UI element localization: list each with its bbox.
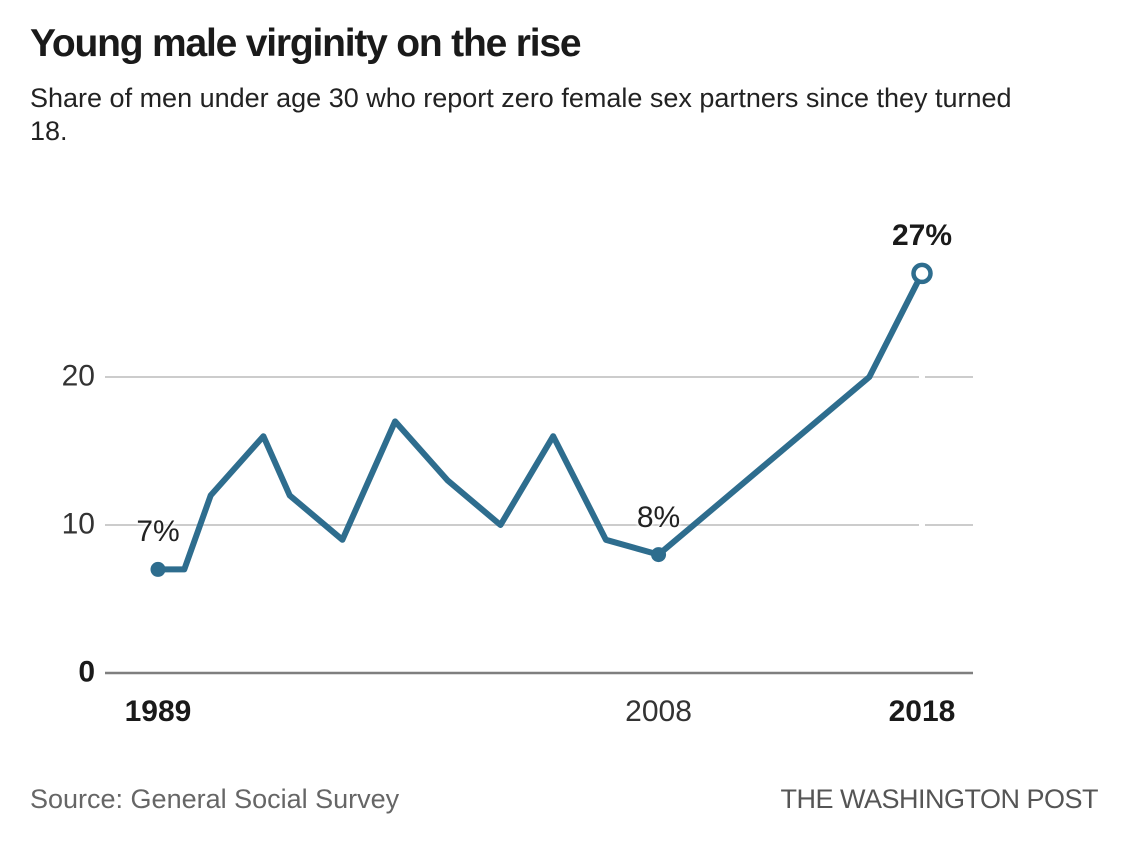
data-label-1989: 7% [136, 515, 180, 549]
y-tick-20: 20 [61, 359, 95, 393]
brand-wordmark: THE WASHINGTON POST [780, 784, 1098, 814]
data-label-2018: 27% [891, 219, 953, 253]
gridlines [105, 376, 973, 526]
x-tick-2008: 2008 [625, 695, 692, 728]
dot-marker-2008 [651, 547, 667, 563]
chart-subtitle: Share of men under age 30 who report zer… [30, 83, 1012, 146]
x-tick-1989: 1989 [124, 695, 192, 728]
data-label-2008: 8% [636, 500, 681, 534]
x-tick-2018: 2018 [888, 695, 956, 728]
y-tick-10: 10 [61, 507, 95, 541]
source-note: Source: General Social Survey [30, 784, 400, 814]
open-circle-marker-2018 [911, 262, 933, 285]
data-point-markers [150, 262, 933, 577]
data-line [155, 270, 925, 573]
chart-title: Young male virginity on the rise [30, 22, 582, 65]
dot-marker-1989 [150, 561, 166, 577]
y-tick-0: 0 [78, 655, 95, 689]
